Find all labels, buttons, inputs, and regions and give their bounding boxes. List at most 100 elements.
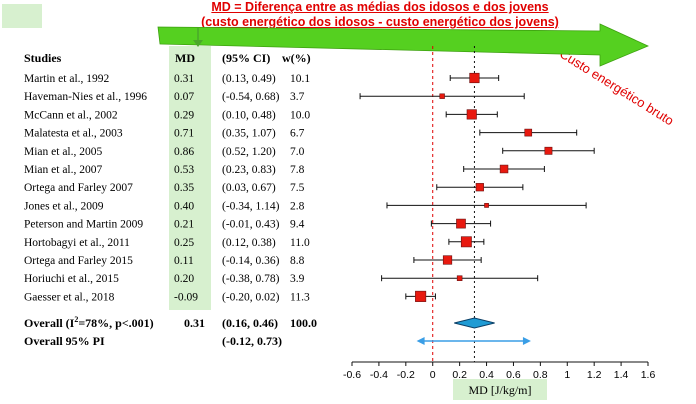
study-weight: 8.8 <box>290 255 305 267</box>
study-ci: (0.12, 0.38) <box>222 237 276 249</box>
study-effect-square <box>499 164 509 174</box>
study-effect-square <box>466 109 477 120</box>
study-effect-square <box>469 72 480 84</box>
study-md: -0.09 <box>174 291 198 303</box>
study-ci: (-0.34, 1.14) <box>222 200 280 212</box>
study-weight: 7.0 <box>290 146 305 158</box>
study-md: 0.11 <box>174 255 194 267</box>
md-header: MD <box>175 51 195 65</box>
study-ci: (-0.20, 0.02) <box>222 291 280 303</box>
overall-md: 0.31 <box>184 316 205 330</box>
study-weight: 3.9 <box>290 273 305 285</box>
weight-header: w(%) <box>282 51 311 65</box>
x-tick-label: 0.2 <box>452 369 467 381</box>
study-effect-square <box>442 255 453 265</box>
study-md: 0.29 <box>174 109 194 121</box>
study-ci: (0.03, 0.67) <box>222 182 276 194</box>
study-weight: 11.3 <box>290 291 310 303</box>
study-md: 0.40 <box>174 200 194 212</box>
x-tick-label: -0.2 <box>397 369 415 381</box>
overall-label: Overall (I2=78%, p<.001) <box>24 315 154 330</box>
ci-header: (95% CI) <box>222 51 270 65</box>
corner-highlight <box>2 4 42 28</box>
x-tick-label: 0.6 <box>506 369 521 381</box>
study-weight: 2.8 <box>290 200 305 212</box>
study-ci: (-0.14, 0.36) <box>222 255 280 267</box>
study-name: Malatesta et al., 2003 <box>24 128 123 140</box>
x-tick-label: 0.4 <box>479 369 494 381</box>
study-effect-square <box>415 290 427 302</box>
study-md: 0.20 <box>174 273 194 285</box>
overall-ci: (0.16, 0.46) <box>222 316 278 330</box>
x-tick-label: -0.4 <box>370 369 388 381</box>
study-md: 0.53 <box>174 164 194 176</box>
study-effect-square <box>544 146 553 155</box>
study-md: 0.21 <box>174 219 194 231</box>
study-weight: 7.5 <box>290 182 305 194</box>
study-ci: (-0.01, 0.43) <box>222 219 280 231</box>
x-tick-label: 1.2 <box>587 369 602 381</box>
study-ci: (0.23, 0.83) <box>222 164 276 176</box>
green-direction-arrow <box>157 23 649 67</box>
study-weight: 10.1 <box>290 73 310 85</box>
chart-caption: MD = Diferença entre as médias dos idoso… <box>160 0 600 30</box>
study-effect-square <box>439 93 445 99</box>
study-weight: 11.0 <box>290 237 310 249</box>
studies-header: Studies <box>24 51 62 65</box>
caption-line-1: MD = Diferença entre as médias dos idoso… <box>211 0 549 14</box>
study-name: Hortobagyi et al., 2011 <box>24 237 130 249</box>
x-tick-label: -0.6 <box>343 369 361 381</box>
pi-arrowhead-right <box>522 337 531 345</box>
study-weight: 3.7 <box>290 91 305 103</box>
study-effect-square <box>524 128 533 137</box>
study-ci: (0.10, 0.48) <box>222 109 276 121</box>
study-md: 0.71 <box>174 128 194 140</box>
overall-weight: 100.0 <box>290 316 317 330</box>
study-name: Jones et al., 2009 <box>24 200 104 212</box>
pi-ci: (-0.12, 0.73) <box>222 334 282 348</box>
study-name: Gaesser et al., 2018 <box>24 291 115 303</box>
x-axis-title: MD [J/kg/m] <box>469 383 532 397</box>
study-md: 0.31 <box>174 73 194 85</box>
pi-label: Overall 95% PI <box>24 334 105 348</box>
overall-diamond <box>454 317 495 329</box>
study-md: 0.25 <box>174 237 194 249</box>
study-name: Horiuchi et al., 2015 <box>24 273 119 285</box>
study-name: Peterson and Martin 2009 <box>24 219 143 231</box>
study-effect-square <box>456 218 466 229</box>
pi-arrowhead-left <box>416 337 425 345</box>
x-tick-label: 1.4 <box>614 369 629 381</box>
study-weight: 9.4 <box>290 219 305 231</box>
study-name: Martin et al., 1992 <box>24 73 110 85</box>
study-name: Mian et al., 2007 <box>24 164 102 176</box>
study-ci: (0.52, 1.20) <box>222 146 276 158</box>
md-column-highlight <box>169 46 211 310</box>
study-ci: (-0.38, 0.78) <box>222 273 280 285</box>
study-md: 0.86 <box>174 146 194 158</box>
study-name: Haveman-Nies et al., 1996 <box>24 91 147 103</box>
study-md: 0.07 <box>174 91 194 103</box>
study-weight: 10.0 <box>290 109 310 121</box>
study-name: Ortega and Farley 2007 <box>24 182 133 194</box>
x-tick-label: 0.8 <box>533 369 548 381</box>
x-tick-label: 0 <box>430 369 436 381</box>
caption-line-2: (custo energético dos idosos - custo ene… <box>201 15 559 29</box>
study-weight: 6.7 <box>290 128 305 140</box>
x-tick-label: 1 <box>564 369 570 381</box>
study-ci: (-0.54, 0.68) <box>222 91 280 103</box>
study-name: Ortega and Farley 2015 <box>24 255 133 267</box>
study-weight: 7.8 <box>290 164 305 176</box>
study-name: McCann et al., 2002 <box>24 109 118 121</box>
x-axis-label-highlight <box>453 379 547 400</box>
study-effect-square <box>456 275 463 281</box>
study-effect-square <box>460 236 472 248</box>
study-ci: (0.13, 0.49) <box>222 73 276 85</box>
study-ci: (0.35, 1.07) <box>222 128 276 140</box>
x-tick-label: 1.6 <box>641 369 656 381</box>
md-pointer-arrowhead <box>193 40 203 47</box>
study-effect-square <box>475 183 484 192</box>
study-md: 0.35 <box>174 182 194 194</box>
study-effect-square <box>484 203 489 208</box>
study-name: Mian et al., 2005 <box>24 146 102 158</box>
